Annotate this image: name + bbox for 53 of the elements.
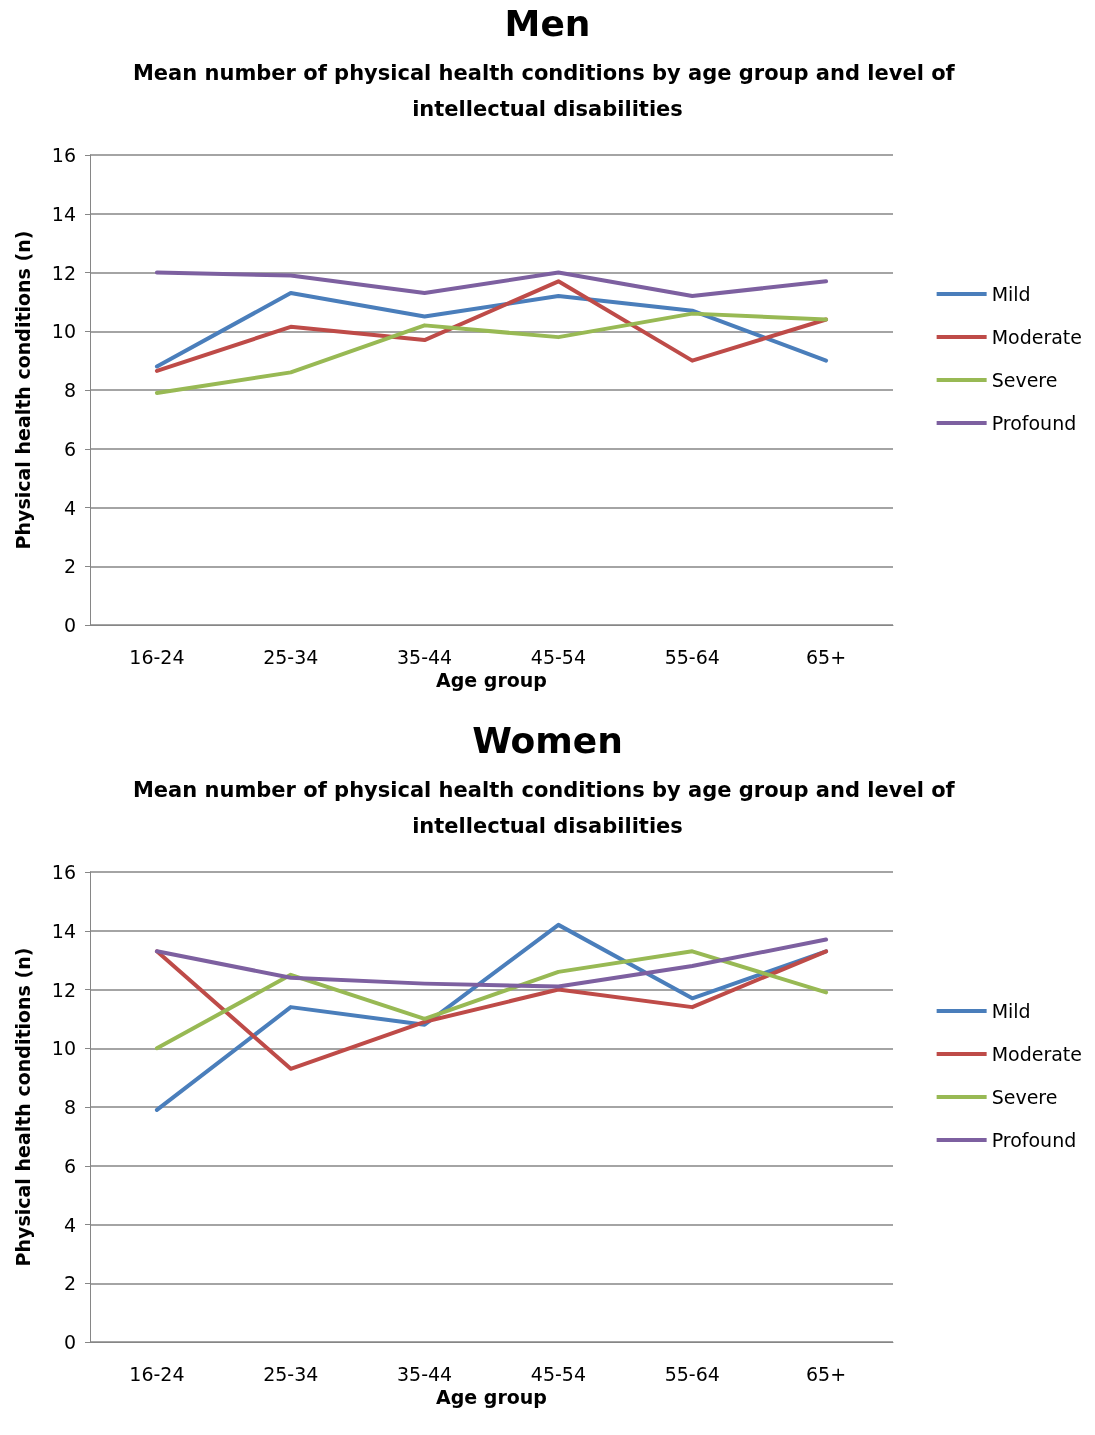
x-tick-label: 35-44 — [396, 1362, 453, 1385]
y-tick-label: 12 — [51, 978, 76, 1001]
line-series — [154, 270, 829, 298]
line-series — [154, 949, 829, 1071]
legend-label: Severe — [991, 369, 1058, 391]
x-tick-label: 25-34 — [263, 1362, 319, 1385]
chart-title: Men — [504, 2, 591, 44]
x-tick-label: 65+ — [806, 1362, 847, 1385]
y-tick-label: 12 — [51, 261, 76, 284]
y-tick-label: 6 — [63, 437, 76, 460]
x-tick-label: 16-24 — [129, 1362, 185, 1385]
x-axis-title: Age group — [436, 669, 547, 692]
y-tick-label: 16 — [51, 861, 76, 883]
y-tick-label: 10 — [51, 320, 76, 343]
line-series — [154, 291, 829, 369]
y-tick-label: 10 — [51, 1037, 76, 1060]
y-tick-label: 6 — [63, 1154, 76, 1177]
y-tick-label: 14 — [51, 919, 76, 942]
x-tick-label: 35-44 — [396, 645, 453, 668]
x-tick-label: 16-24 — [129, 645, 185, 668]
y-axis-title: Physical health conditions (n) — [11, 230, 34, 550]
y-tick-label: 16 — [51, 144, 76, 166]
x-tick-label: 65+ — [806, 645, 847, 668]
x-tick-label: 45-54 — [530, 1362, 587, 1385]
line-series — [154, 937, 829, 989]
y-tick-label: 14 — [51, 202, 76, 225]
chart-subtitle: Mean number of physical health conditions by age group and level of intellectual disabilities — [132, 778, 963, 838]
y-axis-title: Physical health conditions (n) — [11, 947, 34, 1267]
y-tick-label: 0 — [63, 1331, 76, 1353]
x-tick-label: 25-34 — [263, 645, 319, 668]
line-series — [154, 949, 829, 1051]
legend-label: Moderate — [991, 1043, 1083, 1065]
x-tick-label: 55-64 — [664, 1362, 720, 1385]
x-axis-title: Age group — [436, 1386, 547, 1409]
legend-label: Moderate — [991, 326, 1083, 348]
y-tick-label: 0 — [63, 614, 76, 636]
x-tick-label: 45-54 — [530, 645, 587, 668]
line-series — [154, 279, 829, 373]
y-tick-label: 4 — [63, 496, 76, 519]
y-tick-label: 8 — [63, 1096, 76, 1118]
legend-label: Mild — [991, 1000, 1031, 1022]
line-series — [154, 311, 829, 395]
legend-label: Profound — [991, 1129, 1077, 1151]
x-tick-label: 55-64 — [664, 645, 720, 668]
y-tick-label: 8 — [63, 379, 76, 401]
y-tick-label: 2 — [63, 1272, 76, 1295]
y-tick-label: 4 — [63, 1213, 76, 1236]
legend-label: Severe — [991, 1086, 1058, 1108]
chart-subtitle: Mean number of physical health conditions by age group and level of intellectual disabilities — [132, 61, 963, 121]
chart-title: Women — [472, 719, 623, 761]
y-tick-label: 2 — [63, 555, 76, 578]
legend-label: Profound — [991, 412, 1077, 434]
legend-label: Mild — [991, 283, 1031, 305]
